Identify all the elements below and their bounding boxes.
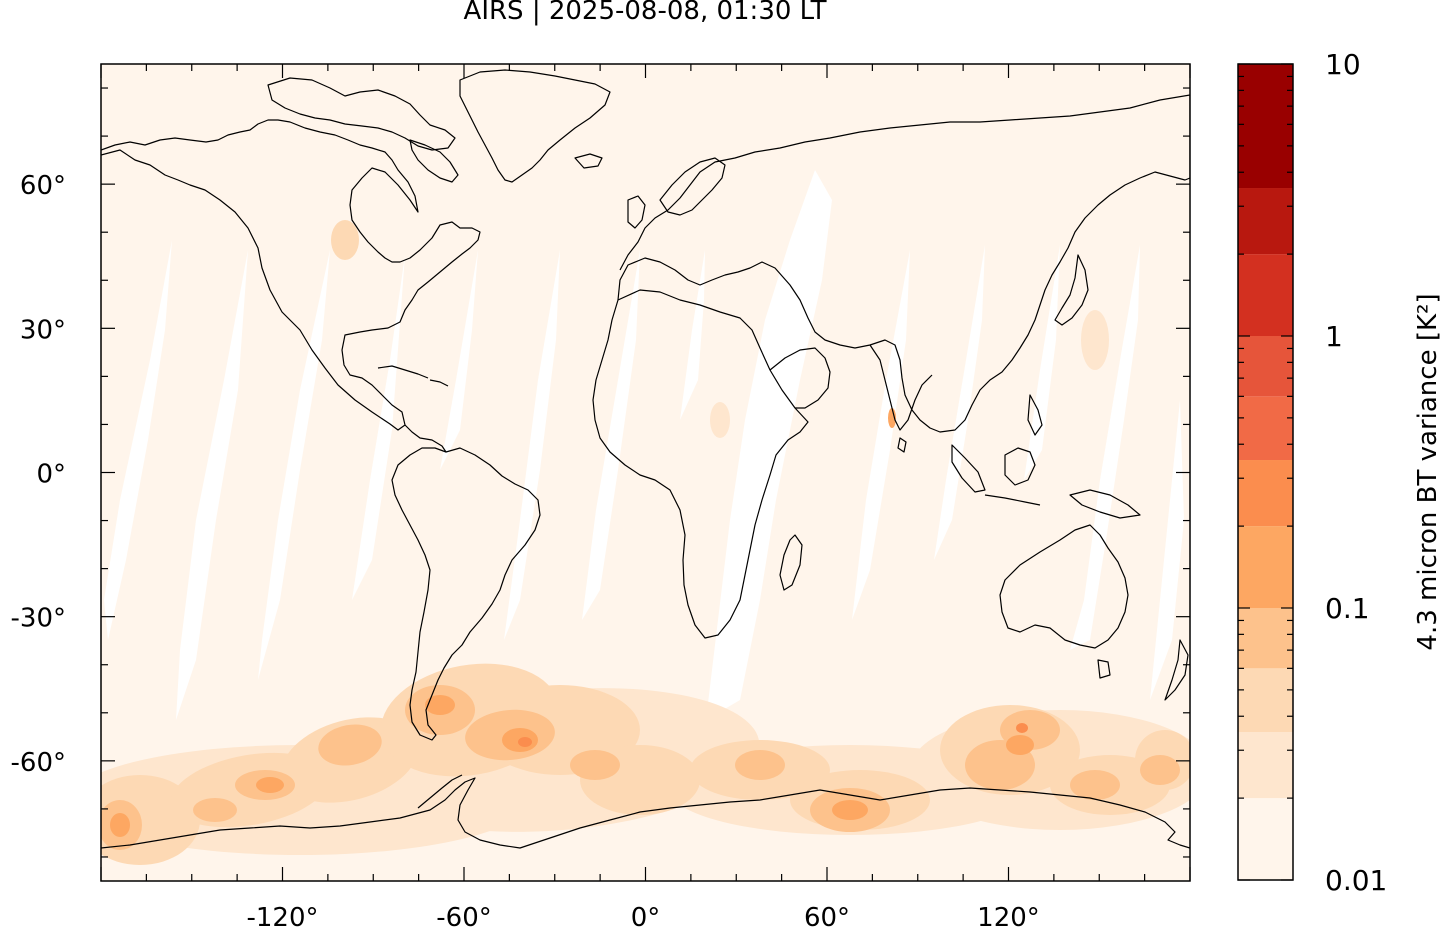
- colorbar-tick-label: 10: [1325, 48, 1361, 81]
- lat-tick-label: 30°: [20, 315, 66, 345]
- coastline-iceland: [574, 153, 603, 169]
- orbit-gap: [258, 250, 330, 680]
- colorbar-segment: [1238, 608, 1293, 669]
- coastline-new-guinea: [1069, 489, 1141, 519]
- variance-patch: [735, 750, 785, 780]
- coastline-greenland: [459, 69, 611, 183]
- orbit-gap: [582, 250, 640, 620]
- variance-patch: [888, 408, 896, 428]
- lat-tick-label: -60°: [11, 748, 66, 778]
- coastline-japan: [1054, 254, 1089, 326]
- orbit-gap: [1070, 245, 1140, 650]
- coastline-arctic-islands: [267, 77, 456, 151]
- coastline-antarctic-peninsula: [417, 774, 463, 809]
- colorbar-tick-label: 0.01: [1325, 864, 1387, 897]
- coastline-arabia: [769, 347, 831, 409]
- coastline-sri-lanka: [897, 437, 907, 453]
- colorbar-frame: [1237, 63, 1294, 881]
- variance-patch: [1016, 723, 1028, 733]
- map-area: [101, 64, 1190, 881]
- lon-tick-label: 60°: [804, 903, 850, 930]
- coastline-philippines: [1027, 394, 1043, 436]
- coastline-sumatra: [951, 444, 986, 493]
- lon-tick-label: 120°: [977, 903, 1040, 930]
- colorbar-segment: [1238, 64, 1293, 189]
- coastline-antarctica: [101, 777, 1190, 849]
- variance-patch: [710, 402, 730, 438]
- colorbar-segment: [1238, 526, 1293, 608]
- variance-patch: [318, 724, 382, 766]
- coastline-scandinavia: [659, 157, 726, 216]
- lon-tick-label: -120°: [246, 903, 318, 930]
- map-title: AIRS | 2025-08-08, 01:30 LT: [463, 0, 827, 26]
- variance-patch: [1070, 770, 1120, 800]
- variance-patch: [1006, 735, 1034, 755]
- coastline-hispaniola: [429, 379, 449, 387]
- coastline-africa: [592, 289, 809, 639]
- variance-patch: [832, 800, 868, 820]
- variance-patch: [331, 220, 359, 260]
- coastline-uk: [627, 195, 646, 229]
- variance-patch: [518, 737, 532, 747]
- orbit-gaps: [104, 170, 1184, 720]
- coastline-java: [984, 494, 1041, 506]
- lat-tick-label: 0°: [36, 460, 66, 490]
- coastline-south-america: [391, 447, 541, 741]
- coastline-tasmania: [1097, 659, 1111, 679]
- coastline-australia: [999, 524, 1129, 649]
- colorbar: [1237, 63, 1294, 881]
- orbit-gap: [352, 255, 405, 600]
- lon-tick-label: 0°: [631, 903, 661, 930]
- variance-patch: [256, 777, 284, 793]
- lat-tick-label: -30°: [11, 604, 66, 634]
- variance-patch: [425, 695, 455, 715]
- coastline-madagascar: [779, 534, 803, 591]
- colorbar-segment: [1238, 396, 1293, 461]
- coastlines: [101, 69, 1190, 849]
- coastline-cuba: [377, 365, 429, 379]
- colorbar-segment: [1238, 460, 1293, 527]
- coastline-baffin: [409, 139, 459, 183]
- orbit-gap: [440, 250, 478, 470]
- colorbar-tick-label: 1: [1325, 320, 1343, 353]
- colorbar-segment: [1238, 336, 1293, 397]
- colorbar-segment: [1238, 254, 1293, 336]
- coastline-new-zealand: [1164, 639, 1189, 701]
- variance-patch: [193, 798, 237, 822]
- orbit-gap: [1150, 400, 1184, 700]
- orbit-gap: [104, 240, 172, 640]
- colorbar-segment: [1238, 732, 1293, 799]
- orbit-gap: [934, 245, 985, 560]
- colorbar-segment: [1238, 668, 1293, 733]
- colorbar-labels: 10 1 0.1 0.01: [1325, 48, 1387, 897]
- orbit-gap: [852, 250, 910, 620]
- coastline-eurasia: [617, 94, 1190, 433]
- orbit-gap: [504, 250, 560, 640]
- coastline-india: [869, 344, 933, 431]
- coastline-central-america: [404, 424, 447, 453]
- orbit-gap: [1024, 245, 1060, 480]
- axis-labels: -120° -60° 0° 60° 120° 60° 30° 0° -30° -60°: [11, 171, 1040, 930]
- axis-ticks: [100, 64, 1191, 881]
- coastline-borneo: [1004, 447, 1036, 486]
- orbit-gap: [680, 250, 705, 420]
- variance-patch: [110, 813, 130, 837]
- colorbar-title: 4.3 micron BT variance [K²]: [1413, 293, 1442, 650]
- variance-patch: [1140, 755, 1180, 785]
- coastline-north-america: [101, 119, 481, 431]
- lon-tick-label: -60°: [436, 903, 491, 930]
- orbit-gap: [706, 170, 832, 720]
- variance-patch: [570, 750, 620, 780]
- orbit-gap: [176, 250, 248, 720]
- colorbar-segment: [1238, 798, 1293, 880]
- colorbar-ticks: [1238, 63, 1293, 881]
- variance-patch: [1081, 310, 1109, 370]
- lat-tick-label: 60°: [20, 171, 66, 201]
- colorbar-segment: [1238, 188, 1293, 255]
- colorbar-tick-label: 0.1: [1325, 592, 1370, 625]
- variance-field: [101, 220, 1190, 865]
